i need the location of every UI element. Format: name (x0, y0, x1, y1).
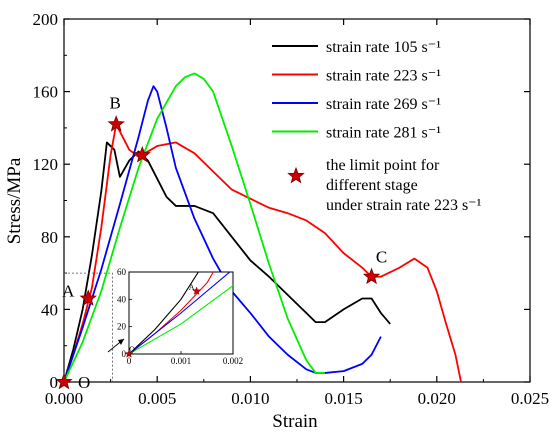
x-tick-label: 0.020 (418, 389, 456, 408)
limit-point-label: O (78, 373, 90, 392)
limit-point-label: B (110, 93, 121, 112)
legend-limit-point-label: the limit point for (326, 157, 440, 174)
inset-point-label: O (129, 345, 135, 354)
series-line-0 (63, 141, 391, 383)
y-axis-title: Stress/MPa (4, 157, 25, 244)
limit-point-label: C (376, 248, 387, 267)
limit-point-star (133, 146, 151, 163)
inset-guide-box (64, 272, 113, 382)
limit-point-star (55, 372, 73, 390)
inset-y-tick-label: 0 (122, 349, 127, 359)
x-axis-title: Strain (272, 411, 318, 432)
legend-label: strain rate 223 s⁻¹ (326, 68, 441, 85)
limit-point-star (79, 289, 97, 306)
y-tick-label: 0 (50, 373, 59, 392)
legend-limit-point-label: different stage (326, 177, 418, 194)
inset-point-label: A (189, 283, 195, 292)
y-tick-label: 80 (41, 228, 58, 247)
x-tick-label: 0.000 (45, 389, 83, 408)
series-line-1 (63, 123, 462, 383)
inset-series-line-0 (129, 272, 199, 354)
y-tick-label: 200 (33, 10, 59, 29)
inset-pointer-arrowhead (118, 339, 124, 345)
inset-limit-point-star (192, 286, 202, 295)
x-tick-label: 0.005 (138, 389, 176, 408)
x-tick-label: 0.010 (231, 389, 269, 408)
inset-x-tick-label: 0.001 (171, 356, 191, 366)
x-tick-label: 0.025 (511, 389, 549, 408)
inset-series-line-3 (129, 284, 233, 354)
legend-label: strain rate 105 s⁻¹ (326, 39, 441, 56)
series-line-2 (63, 85, 382, 383)
y-tick-label: 120 (33, 155, 59, 174)
inset-y-tick-label: 60 (117, 267, 127, 277)
inset-limit-point-star (124, 349, 134, 358)
inset-series-line-2 (129, 272, 231, 354)
series-line-3 (63, 72, 325, 383)
x-tick-label: 0.015 (324, 389, 362, 408)
legend-label: strain rate 269 s⁻¹ (326, 96, 441, 113)
inset-y-tick-label: 40 (117, 294, 127, 304)
y-tick-label: 160 (33, 83, 59, 102)
limit-point-label: A (62, 282, 75, 301)
inset-x-tick-label: 0.002 (223, 356, 243, 366)
legend-limit-point-label: under strain rate 223 s⁻¹ (326, 197, 482, 214)
legend-star-icon (287, 166, 305, 184)
legend-label: strain rate 281 s⁻¹ (326, 125, 441, 142)
limit-point-star (362, 267, 381, 285)
inset-y-tick-label: 20 (117, 322, 127, 332)
limit-point-star (107, 115, 125, 132)
inset-x-tick-label: 0 (127, 356, 132, 366)
y-tick-label: 40 (41, 300, 58, 319)
